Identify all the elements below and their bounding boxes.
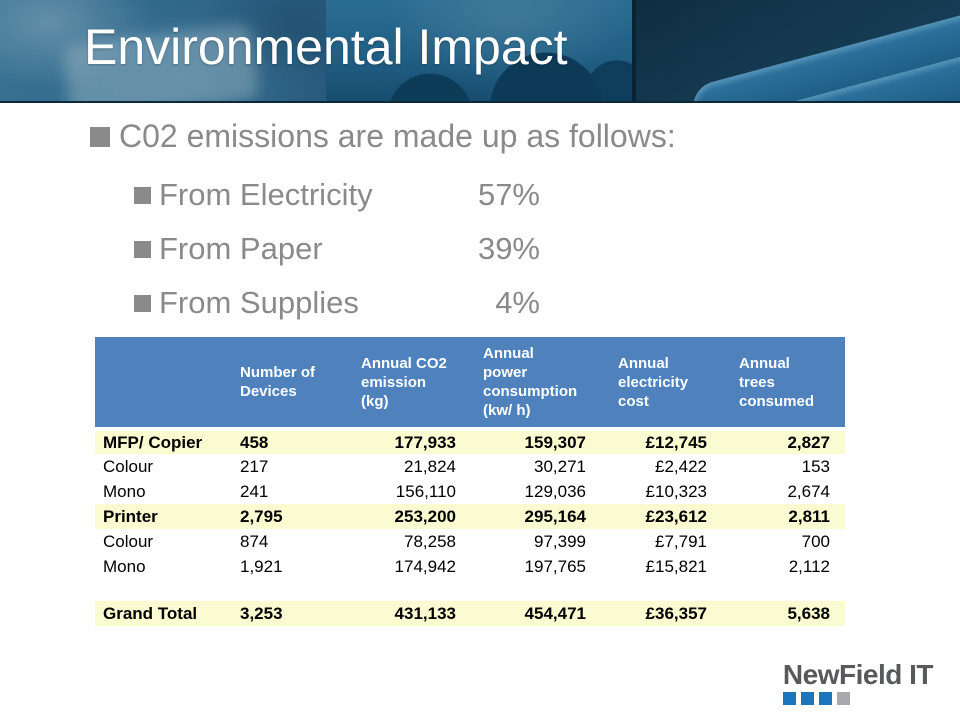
banner-photo-printer — [636, 0, 960, 101]
table-cell: 197,765 — [524, 556, 586, 576]
table-cell: £12,745 — [645, 432, 707, 452]
table-cell: 253,200 — [394, 506, 456, 526]
main-bullet: C02 emissions are made up as follows: — [90, 116, 676, 156]
table-cell: 700 — [801, 531, 830, 551]
row-label: Grand Total — [103, 603, 198, 623]
logo-squares — [782, 692, 933, 705]
row-label: Colour — [103, 531, 154, 551]
table-row — [95, 579, 845, 601]
sub-bullet: From Supplies 4% — [134, 276, 540, 330]
table-cell: £15,821 — [645, 556, 707, 576]
row-label: Colour — [103, 456, 154, 476]
table-cell: 2,795 — [240, 506, 283, 526]
logo-square-icon — [782, 692, 796, 705]
banner-photo-left — [0, 0, 326, 101]
table-cell — [590, 579, 715, 601]
square-bullet-icon — [90, 127, 110, 147]
table-cell: 5,638 — [787, 603, 830, 623]
emissions-table: Number of Devices Annual CO2 emission (kg… — [95, 337, 845, 626]
table-cell: 30,271 — [534, 456, 586, 476]
table-cell: 2,674 — [787, 481, 830, 501]
table-row: Mono 241 156,110 129,036 £10,323 2,674 — [95, 479, 845, 504]
logo-square-icon — [800, 692, 814, 705]
table-header-cell: Annual trees consumed — [715, 337, 845, 431]
square-bullet-icon — [134, 294, 151, 312]
banner-segment-divider — [632, 0, 636, 101]
sub-bullet: From Paper 39% — [134, 222, 540, 276]
table-cell: 129,036 — [524, 481, 586, 501]
table-cell: 156,110 — [395, 481, 456, 501]
table-cell: 159,307 — [524, 432, 586, 452]
table-cell: £10,323 — [645, 481, 707, 501]
square-bullet-icon — [134, 240, 151, 258]
table-header-cell: Annual power consumption (kw/ h) — [460, 337, 590, 431]
table-row: Grand Total 3,253 431,133 454,471 £36,357 5,6… — [95, 601, 845, 626]
table-cell: 2,112 — [788, 556, 830, 576]
table-cell: 3,253 — [240, 603, 283, 623]
table-header-cell: Annual CO2 emission (kg) — [330, 337, 460, 431]
table-cell: 78,258 — [404, 531, 456, 551]
table-cell: 153 — [801, 456, 830, 476]
table-cell: 2,827 — [787, 432, 830, 452]
sub-bullet-label: From Electricity — [159, 177, 373, 212]
table-cell — [715, 579, 845, 601]
table-row: Colour 217 21,824 30,271 £2,422 153 — [95, 454, 845, 479]
row-label: Printer — [103, 506, 158, 526]
banner-photo-gears — [326, 0, 632, 101]
table-header-cell: Number of Devices — [230, 337, 330, 431]
sub-bullet-label: From Paper — [159, 231, 323, 266]
logo-square-icon — [836, 692, 850, 705]
table-cell: £7,791 — [655, 531, 707, 551]
table-cell: £2,422 — [655, 456, 707, 476]
table-row: MFP/ Copier 458 177,933 159,307 £12,745 2,827 — [95, 429, 845, 454]
table-cell: 295,164 — [524, 506, 586, 526]
table-cell: 431,133 — [394, 603, 456, 623]
table-cell: 241 — [240, 481, 269, 501]
table-cell: 2,811 — [788, 506, 830, 526]
main-bullet-text: C02 emissions are made up as follows: — [119, 118, 676, 154]
table-header-cell — [95, 337, 230, 431]
row-label: Mono — [103, 556, 146, 576]
table-cell: 97,399 — [534, 531, 586, 551]
logo-square-icon — [818, 692, 832, 705]
table-cell: £36,357 — [645, 603, 707, 623]
table-cell: £23,612 — [645, 506, 707, 526]
table-cell: 1,921 — [240, 556, 283, 576]
sub-bullet: From Electricity 57% — [134, 168, 540, 222]
sub-bullet-value: 4% — [495, 285, 540, 320]
table-header-row: Number of Devices Annual CO2 emission (kg… — [95, 337, 845, 431]
slide-header-banner: Environmental Impact — [0, 0, 960, 103]
row-label — [95, 579, 230, 601]
row-label: Mono — [103, 481, 146, 501]
table-cell: 21,824 — [404, 456, 456, 476]
slide-title: Environmental Impact — [84, 19, 568, 75]
table-row: Printer 2,795 253,200 295,164 £23,612 2,811 — [95, 504, 845, 529]
square-bullet-icon — [134, 186, 151, 204]
sub-bullet-value: 57% — [477, 177, 540, 212]
logo-text: NewField IT — [782, 658, 934, 690]
table-header-cell: Annual electricity cost — [590, 337, 715, 431]
table-cell — [330, 579, 460, 601]
sub-bullet-value: 39% — [477, 231, 540, 266]
table-cell — [230, 579, 330, 601]
table-row: Mono 1,921 174,942 197,765 £15,821 2,112 — [95, 554, 845, 579]
table-cell — [460, 579, 590, 601]
table-row: Colour 874 78,258 97,399 £7,791 700 — [95, 529, 845, 554]
row-label: MFP/ Copier — [103, 432, 203, 452]
sub-bullet-label: From Supplies — [159, 285, 359, 320]
sub-bullet-list: From Electricity 57% From Paper 39% From Sup… — [134, 168, 540, 330]
table-cell: 217 — [240, 456, 269, 476]
newfield-it-logo: NewField IT — [782, 658, 934, 705]
table-cell: 454,471 — [524, 603, 586, 623]
table-cell: 174,942 — [394, 556, 456, 576]
table-cell: 874 — [240, 531, 269, 551]
table-cell: 458 — [240, 432, 269, 452]
table-cell: 177,933 — [394, 432, 456, 452]
